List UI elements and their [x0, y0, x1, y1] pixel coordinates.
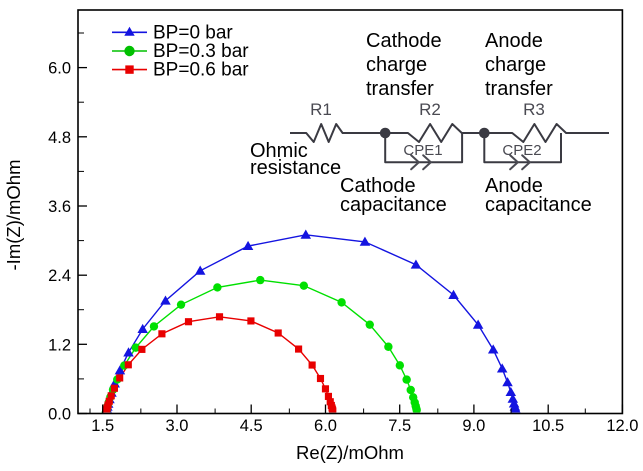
svg-text:0.0: 0.0	[48, 406, 71, 424]
svg-text:Cathode: Cathode	[366, 30, 442, 52]
svg-text:-Im(Z)/mOhm: -Im(Z)/mOhm	[3, 160, 24, 271]
svg-text:12.0: 12.0	[606, 417, 638, 435]
svg-text:9.0: 9.0	[462, 417, 485, 435]
svg-text:6.0: 6.0	[314, 417, 337, 435]
svg-text:10.5: 10.5	[532, 417, 564, 435]
svg-text:3.0: 3.0	[166, 417, 189, 435]
svg-text:6.0: 6.0	[48, 60, 71, 78]
svg-text:R2: R2	[419, 100, 441, 119]
svg-text:1.5: 1.5	[91, 417, 114, 435]
svg-text:7.5: 7.5	[388, 417, 411, 435]
svg-text:BP=0.6 bar: BP=0.6 bar	[153, 60, 249, 81]
svg-text:4.8: 4.8	[48, 129, 71, 147]
svg-text:Anode: Anode	[485, 30, 543, 52]
svg-text:1.2: 1.2	[48, 336, 71, 354]
svg-text:capacitance: capacitance	[340, 194, 447, 216]
svg-text:charge: charge	[485, 54, 546, 76]
svg-text:2.4: 2.4	[48, 267, 71, 285]
svg-text:4.5: 4.5	[240, 417, 263, 435]
svg-text:capacitance: capacitance	[485, 194, 592, 216]
svg-text:Re(Z)/mOhm: Re(Z)/mOhm	[296, 442, 404, 463]
svg-text:transfer: transfer	[485, 78, 553, 100]
svg-text:charge: charge	[366, 54, 427, 76]
svg-text:R1: R1	[310, 100, 332, 119]
svg-text:resistance: resistance	[250, 157, 341, 179]
svg-text:R3: R3	[523, 100, 545, 119]
svg-text:3.6: 3.6	[48, 198, 71, 216]
svg-text:transfer: transfer	[366, 78, 434, 100]
